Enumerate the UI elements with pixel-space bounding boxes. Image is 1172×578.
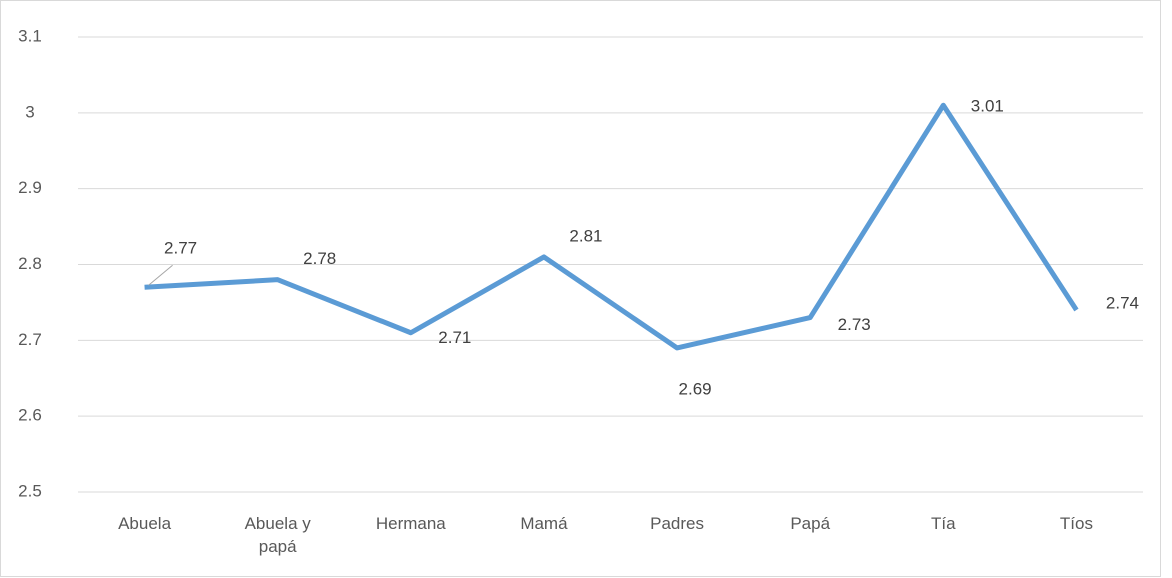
data-label: 2.73 [838, 315, 871, 334]
line-series [144, 102, 1079, 351]
y-tick-label: 2.8 [18, 254, 42, 273]
x-tick-label: Tíos [1059, 514, 1093, 533]
x-tick-label: Hermana [375, 514, 446, 533]
data-label: 2.69 [679, 379, 712, 398]
data-label: 2.71 [438, 328, 471, 347]
x-tick-label: Abuela y papá [244, 514, 311, 556]
y-tick-label: 2.6 [18, 406, 42, 425]
y-tick-label: 2.5 [18, 481, 42, 500]
data-label: 2.77 [164, 239, 197, 258]
x-tick-label: Mamá [520, 514, 568, 533]
y-tick-label: 3 [25, 102, 34, 121]
x-tick-label: Abuela [118, 514, 172, 533]
data-label: 2.78 [303, 249, 336, 268]
data-label: 2.81 [569, 226, 602, 245]
y-tick-label: 2.9 [18, 178, 42, 197]
leader-line [148, 264, 173, 286]
x-tick-label: Padres [650, 514, 704, 533]
data-label: 2.74 [1106, 293, 1139, 312]
y-tick-label: 2.7 [18, 330, 42, 349]
y-tick-label: 3.1 [18, 26, 42, 45]
data-label: 3.01 [971, 97, 1004, 116]
x-tick-label: Tía [931, 514, 956, 533]
x-tick-label: Papá [790, 514, 831, 533]
